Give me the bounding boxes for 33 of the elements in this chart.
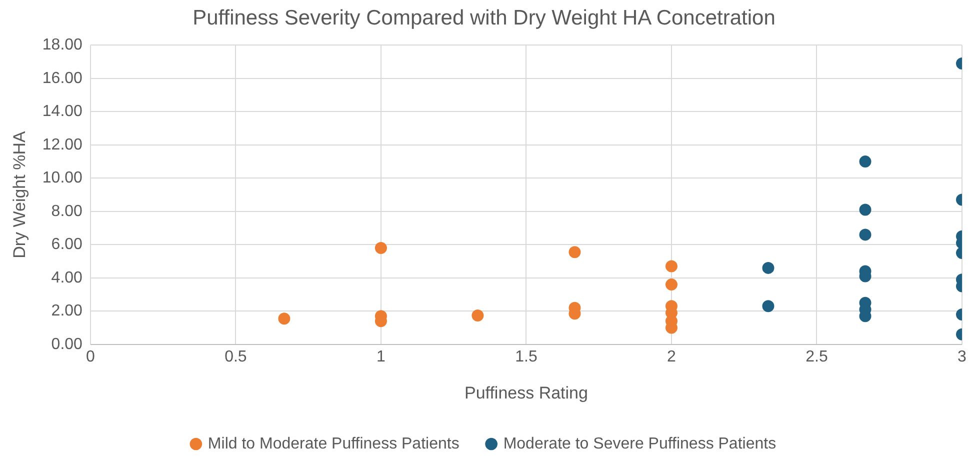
point [665, 260, 678, 272]
y-tick-label: 0.00 [51, 336, 83, 353]
x-tick-label: 1 [376, 348, 386, 366]
x-tick-label: 0 [86, 348, 95, 366]
x-tick-label: 1.5 [515, 348, 538, 366]
y-tick-label: 8.00 [51, 202, 83, 220]
point [762, 262, 774, 274]
x-tick-label: 2.5 [806, 348, 828, 366]
x-axis-title: Puffiness Rating [464, 383, 588, 402]
x-tick-label: 2 [667, 348, 676, 366]
chart-title: Puffiness Severity Compared with Dry Weight HA Concetration [192, 6, 776, 30]
y-tick-label: 14.00 [42, 103, 83, 120]
x-tick-label: 0.5 [224, 348, 247, 366]
point [665, 278, 678, 291]
point [568, 246, 581, 258]
point [472, 309, 484, 322]
point [762, 300, 774, 312]
x-tick-label: 3 [958, 348, 967, 366]
y-tick-label: 18.00 [42, 36, 83, 54]
y-tick-label: 12.00 [42, 136, 83, 154]
legend-label: Moderate to Severe Puffiness Patients [503, 435, 776, 452]
y-tick-label: 10.00 [42, 170, 83, 187]
point [859, 156, 872, 168]
point [278, 312, 290, 325]
point [859, 204, 872, 216]
y-tick-label: 16.00 [42, 70, 83, 87]
y-tick-label: 4.00 [51, 269, 83, 286]
point [374, 242, 387, 254]
point [859, 228, 872, 241]
legend-label: Mild to Moderate Puffiness Patients [208, 435, 460, 452]
y-tick-label: 2.00 [51, 302, 83, 320]
y-axis-title: Dry Weight %HA [10, 130, 29, 258]
y-tick-label: 6.00 [51, 236, 83, 254]
